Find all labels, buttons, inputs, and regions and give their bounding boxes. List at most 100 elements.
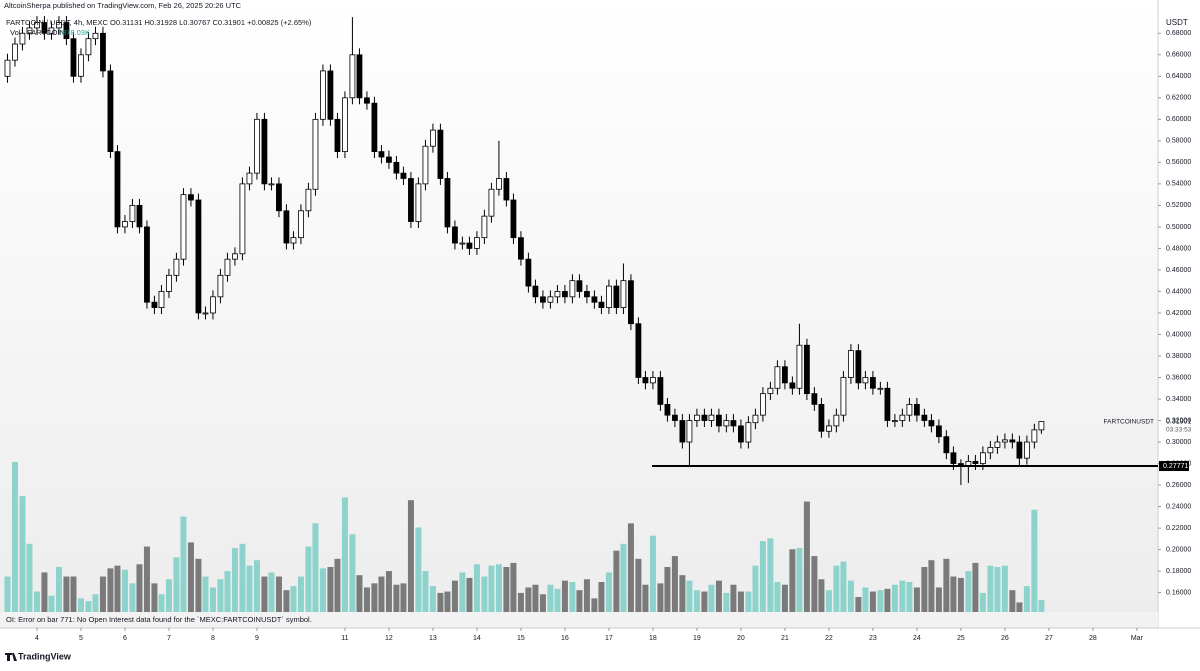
candle-body <box>283 210 290 244</box>
x-tick-label: 16 <box>561 635 569 642</box>
candle-body <box>818 403 825 432</box>
y-tick-label: 0.50000 <box>1166 224 1191 231</box>
candle-body <box>569 280 576 298</box>
candle-body <box>738 425 744 443</box>
header: AltcoinSherpa published on TradingView.c… <box>4 1 242 10</box>
y-tick-label: 0.16000 <box>1166 589 1191 596</box>
volume-bar <box>921 567 928 612</box>
candle-body <box>576 280 583 292</box>
volume-bar <box>994 567 1001 612</box>
candle-body <box>63 22 70 40</box>
volume-bar <box>224 571 231 612</box>
candle-body <box>100 32 106 72</box>
volume-bar <box>202 576 209 612</box>
candle-body <box>466 242 473 249</box>
volume-bar <box>312 523 319 612</box>
candle-body <box>723 420 730 427</box>
y-tick-label: 0.20000 <box>1166 546 1191 553</box>
volume-bar <box>275 576 282 612</box>
volume-bar <box>965 571 972 612</box>
volume-bar <box>987 565 994 612</box>
candle-body <box>70 38 77 77</box>
candle-body <box>679 420 686 443</box>
y-tick-label: 0.56000 <box>1166 159 1191 166</box>
volume-bar <box>591 598 598 612</box>
y-tick-label: 0.30000 <box>1166 439 1191 446</box>
volume-bar <box>136 564 143 612</box>
volume-bar <box>4 576 11 612</box>
candle-body <box>635 323 642 378</box>
x-tick-label: 14 <box>473 635 481 642</box>
candle-body <box>19 32 26 45</box>
candle-body <box>591 296 598 303</box>
candle-body <box>210 296 216 314</box>
volume-bar <box>363 587 370 612</box>
candle-body <box>386 156 392 163</box>
candle-body <box>789 382 796 389</box>
x-tick-label: 25 <box>957 635 965 642</box>
x-tick-label: 26 <box>1001 635 1009 642</box>
candle-body <box>444 178 451 228</box>
brand: TradingView <box>18 651 72 661</box>
candle-body <box>672 414 678 421</box>
y-tick-label: 0.32000 <box>1166 417 1191 424</box>
volume-bar <box>55 567 62 612</box>
volume-bar <box>642 584 649 612</box>
candle-body <box>796 344 803 389</box>
volume-bar <box>327 567 334 612</box>
volume-bar <box>884 588 891 612</box>
candle-body <box>840 377 847 416</box>
candle-body <box>540 296 546 303</box>
volume-bar <box>92 594 99 612</box>
candle-body <box>686 420 693 443</box>
candle-body <box>503 178 510 201</box>
volume-bar <box>305 546 312 612</box>
volume-bar <box>356 575 363 612</box>
volume-bar <box>525 587 532 612</box>
volume-bar <box>627 523 634 612</box>
volume-bar <box>840 561 847 612</box>
x-tick-label: 17 <box>605 635 613 642</box>
x-tick-label: 15 <box>517 635 525 642</box>
volume-bar <box>429 586 436 612</box>
volume-bar <box>217 579 224 612</box>
volume-bar <box>620 543 627 612</box>
volume-bar <box>488 565 495 612</box>
volume-bar <box>1016 602 1023 612</box>
volume-bar <box>935 587 942 612</box>
volume-bar <box>334 558 341 612</box>
candle-body <box>364 97 370 104</box>
y-tick-label: 0.40000 <box>1166 331 1191 338</box>
volume-bar <box>209 587 216 612</box>
x-tick-label: 24 <box>913 635 921 642</box>
x-tick-label: 5 <box>79 635 83 642</box>
candle-body <box>869 377 876 389</box>
volume-bar <box>737 591 744 612</box>
volume-bar <box>290 586 297 612</box>
candle-body <box>745 422 752 443</box>
volume-bar <box>268 572 275 612</box>
volume-bar <box>466 577 473 612</box>
support-label: 0.27771 <box>1163 463 1188 470</box>
candle-body <box>606 285 612 308</box>
volume-bar <box>686 580 693 612</box>
volume-bar <box>657 583 664 612</box>
candle-body <box>474 237 480 249</box>
x-tick-label: 23 <box>869 635 877 642</box>
volume-bar <box>444 591 451 612</box>
volume-bar <box>913 587 920 612</box>
legend: FARTCOIN / USDT, 4h, MEXC O0.31131 H0.31… <box>6 18 312 27</box>
volume-bar <box>561 580 568 612</box>
candle-body <box>202 312 209 315</box>
candle-body <box>327 70 334 120</box>
volume-bar <box>151 583 158 612</box>
volume-bar <box>231 547 238 612</box>
volume-bar <box>41 572 48 612</box>
y-tick-label: 0.54000 <box>1166 181 1191 188</box>
volume-bar <box>583 579 590 612</box>
candle-body <box>884 387 891 421</box>
x-tick-label: 21 <box>781 635 789 642</box>
volume-bar <box>473 564 480 612</box>
candle-body <box>334 118 341 153</box>
candle-body <box>891 420 898 422</box>
